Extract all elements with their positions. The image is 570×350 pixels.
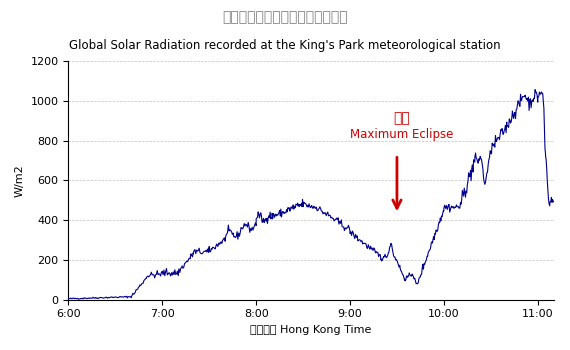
Text: 食甚: 食甚: [393, 112, 410, 126]
Text: Maximum Eclipse: Maximum Eclipse: [350, 128, 453, 141]
X-axis label: 香港時間 Hong Kong Time: 香港時間 Hong Kong Time: [250, 325, 372, 335]
Text: Global Solar Radiation recorded at the King's Park meteorological station: Global Solar Radiation recorded at the K…: [69, 38, 501, 51]
Text: 京士柏氣象站錄得的太陽總輻射量: 京士柏氣象站錄得的太陽總輻射量: [222, 10, 348, 25]
Y-axis label: W/m2: W/m2: [15, 164, 25, 197]
